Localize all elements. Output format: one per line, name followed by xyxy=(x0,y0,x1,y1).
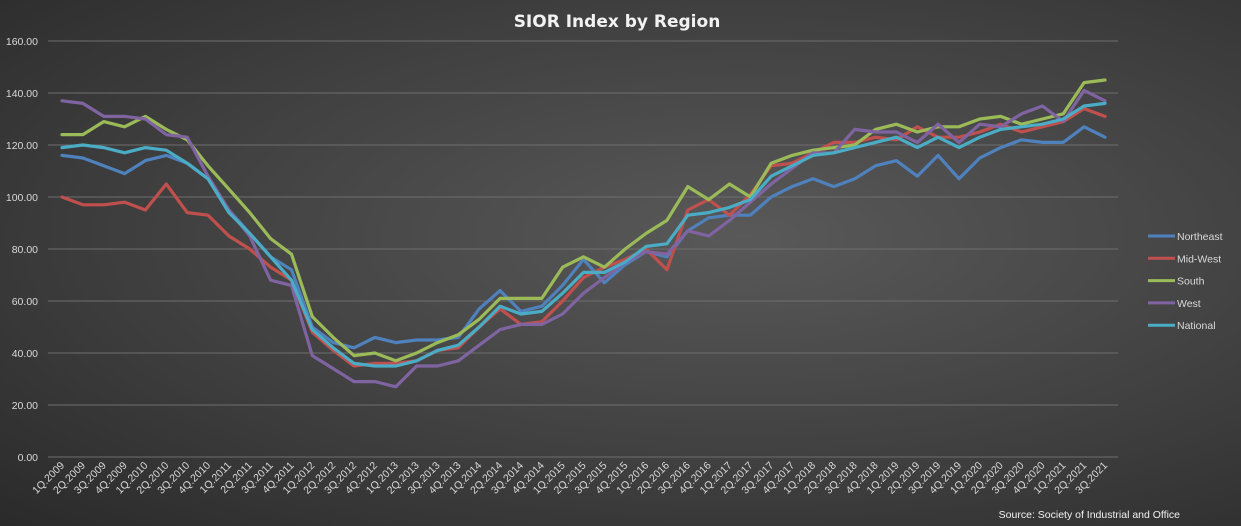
y-tick-label: 20.00 xyxy=(12,400,38,412)
series-line-mid-west xyxy=(60,106,1107,368)
legend-label: National xyxy=(1177,320,1216,332)
y-tick-label: 80.00 xyxy=(12,244,38,256)
series-line-northeast xyxy=(60,125,1107,350)
source-note: Source: Society of Industrial and Office xyxy=(999,509,1180,521)
y-tick-label: 0.00 xyxy=(18,452,39,464)
y-tick-label: 160.00 xyxy=(6,36,38,48)
series-lines xyxy=(60,78,1107,389)
series-line-national xyxy=(60,101,1107,368)
legend-label: Northeast xyxy=(1177,231,1223,243)
legend-label: Mid-West xyxy=(1177,253,1221,265)
y-tick-label: 120.00 xyxy=(6,140,38,152)
gridlines xyxy=(48,40,1118,458)
chart-title: SIOR Index by Region xyxy=(514,12,721,32)
legend-label: South xyxy=(1177,276,1205,288)
legend-label: West xyxy=(1177,298,1201,310)
x-axis: 1Q.20092Q.20093Q.20094Q.20091Q.20102Q.20… xyxy=(30,460,1110,497)
legend: Northeast Mid-West South West National xyxy=(1148,231,1223,332)
y-axis: 0.00 20.00 40.00 60.00 80.00 100.00 120.00 140.… xyxy=(6,36,38,464)
y-tick-label: 40.00 xyxy=(12,348,38,360)
y-tick-label: 100.00 xyxy=(6,192,38,204)
y-tick-label: 140.00 xyxy=(6,88,38,100)
series-line-west xyxy=(60,88,1107,389)
y-tick-label: 60.00 xyxy=(12,296,38,308)
series-line-south xyxy=(60,78,1107,363)
